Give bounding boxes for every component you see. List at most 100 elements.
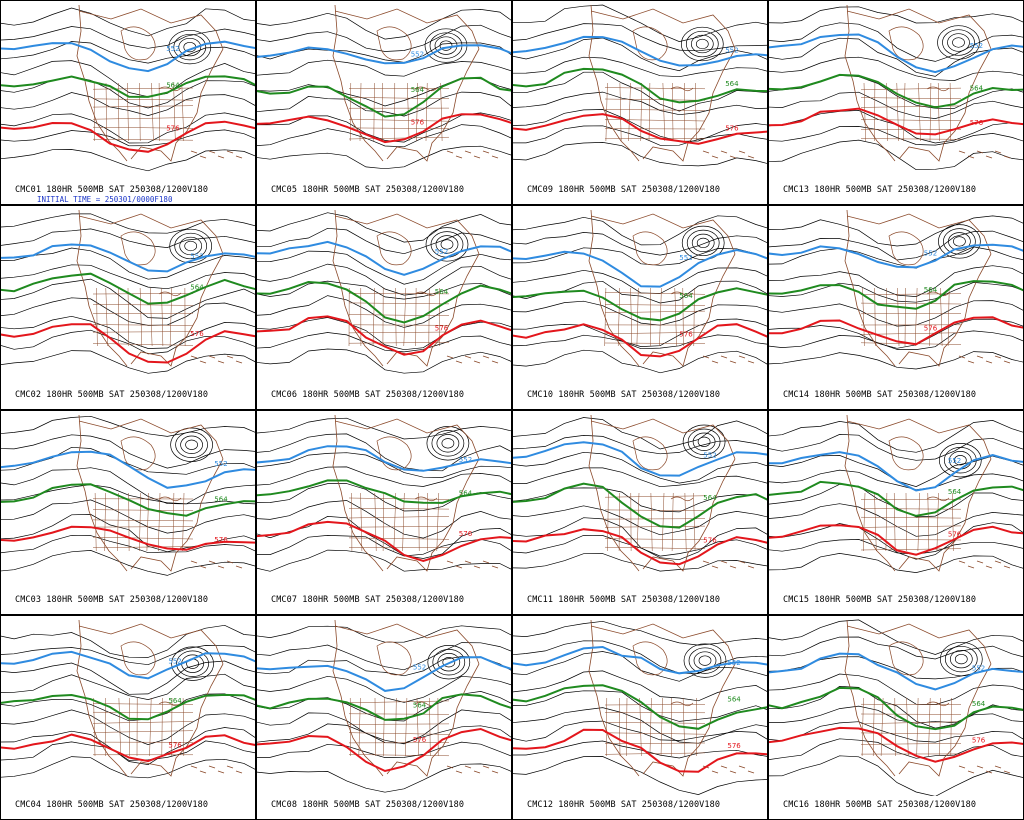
- height-contour-map: 552 564 576: [769, 414, 1023, 573]
- contour-552-label: 552: [435, 248, 448, 256]
- contour-576-line: [513, 113, 767, 145]
- contour-564-label: 564: [725, 80, 739, 88]
- contour-552-label: 552: [168, 658, 181, 666]
- contour-564-line: [1, 272, 255, 305]
- contour-564-line: [513, 287, 767, 322]
- height-contour-map: 552 564 576: [1, 4, 255, 172]
- contour-552-line: [513, 35, 767, 67]
- contour-576-line: [257, 113, 511, 144]
- contour-552-label: 552: [972, 665, 985, 673]
- contour-564-line: [1, 693, 255, 721]
- contour-564-line: [769, 73, 1023, 109]
- panel-caption: CMC09 180HR 500MB SAT 250308/1200V180: [527, 185, 721, 195]
- ensemble-member-panel: 552 564 576 CMC16 180HR 500MB SAT 250308/12…: [768, 615, 1024, 820]
- contour-552-label: 552: [214, 460, 227, 468]
- contour-576-line: [513, 528, 767, 566]
- ensemble-member-panel: 552 564 576 CMC07 180HR 500MB SAT 250308/12…: [256, 410, 512, 615]
- panel-caption: CMC02 180HR 500MB SAT 250308/1200V180: [15, 390, 209, 400]
- initial-time-label: INITIAL TIME = 250301/0000F180: [37, 195, 173, 204]
- contour-552-label: 552: [413, 663, 426, 671]
- contour-552-line: [513, 441, 767, 477]
- contour-564-line: [257, 479, 511, 504]
- ensemble-member-panel: 552 564 576 CMC04 180HR 500MB SAT 250308/12…: [0, 615, 256, 820]
- contour-576-label: 576: [727, 742, 741, 750]
- contour-576-label: 576: [168, 742, 182, 750]
- contour-552-label: 552: [166, 45, 179, 53]
- height-contour-map: 552 564 576: [513, 209, 767, 374]
- ensemble-member-panel: 552 564 576 CMC09 180HR 500MB SAT 250308/12…: [512, 0, 768, 205]
- contour-576-label: 576: [970, 119, 984, 127]
- height-contour-map: 552 564 576: [1, 209, 255, 374]
- height-contours: [769, 6, 1023, 171]
- height-contours: [1, 213, 255, 374]
- ensemble-member-panel: 552 564 576 CMC08 180HR 500MB SAT 250308/12…: [256, 615, 512, 820]
- contour-552-line: [1, 450, 255, 489]
- contour-576-line: [769, 107, 1023, 136]
- contour-552-line: [513, 645, 767, 675]
- contour-552-line: [513, 248, 767, 288]
- panel-caption: CMC06 180HR 500MB SAT 250308/1200V180: [271, 390, 465, 400]
- height-contours: [769, 420, 1023, 573]
- contour-564-line: [257, 280, 511, 324]
- contour-576-line: [769, 316, 1023, 346]
- panel-caption: CMC14 180HR 500MB SAT 250308/1200V180: [783, 390, 977, 400]
- height-contour-map: 552 564 576: [769, 4, 1023, 171]
- contour-552-label: 552: [703, 451, 716, 459]
- panel-caption: CMC12 180HR 500MB SAT 250308/1200V180: [527, 800, 721, 810]
- height-contour-map: 552 564 576: [257, 4, 511, 170]
- contour-576-line: [769, 726, 1023, 763]
- contour-576-line: [513, 728, 767, 773]
- contour-564-label: 564: [411, 86, 425, 94]
- height-contour-map: 552 564 576: [769, 209, 1023, 370]
- panel-caption: CMC03 180HR 500MB SAT 250308/1200V180: [15, 595, 209, 605]
- contour-552-label: 552: [411, 51, 424, 59]
- height-contour-map: 552 564 576: [513, 414, 767, 572]
- contour-576-line: [257, 315, 511, 356]
- contour-564-label: 564: [972, 700, 986, 708]
- contour-576-label: 576: [413, 736, 427, 744]
- contour-564-label: 564: [413, 702, 427, 710]
- height-contour-map: 552 564 576: [257, 414, 511, 572]
- contour-564-line: [769, 686, 1023, 731]
- contour-564-label: 564: [166, 82, 180, 90]
- ensemble-member-panel: 552 564 576 CMC11 180HR 500MB SAT 250308/12…: [512, 410, 768, 615]
- ensemble-member-panel: 552 564 576 CMC06 180HR 500MB SAT 250308/12…: [256, 205, 512, 410]
- contour-564-line: [257, 76, 511, 118]
- contour-564-label: 564: [168, 697, 182, 705]
- contour-564-label: 564: [924, 286, 938, 294]
- height-contours: [257, 417, 511, 572]
- contour-576-label: 576: [459, 530, 473, 538]
- contour-576-label: 576: [948, 531, 962, 539]
- contour-564-line: [513, 67, 767, 104]
- contour-576-label: 576: [679, 331, 693, 339]
- panel-caption: CMC05 180HR 500MB SAT 250308/1200V180: [271, 185, 465, 195]
- contour-576-label: 576: [972, 736, 986, 744]
- contour-564-label: 564: [459, 490, 473, 498]
- contour-552-label: 552: [727, 659, 740, 667]
- contour-564-line: [1, 75, 255, 98]
- height-contours: [1, 7, 255, 172]
- height-contour-map: 552 564 576: [513, 4, 767, 167]
- contour-552-line: [769, 243, 1023, 269]
- contour-552-label: 552: [459, 456, 472, 464]
- ensemble-member-panel: 552 564 576 CMC13 180HR 500MB SAT 250308/12…: [768, 0, 1024, 205]
- contour-564-line: [1, 483, 255, 517]
- ensemble-member-panel: 552 564 576 CMC10 180HR 500MB SAT 250308/12…: [512, 205, 768, 410]
- contour-564-line: [769, 480, 1023, 517]
- ensemble-member-panel: 552 564 576 CMC12 180HR 500MB SAT 250308/12…: [512, 615, 768, 820]
- contour-552-line: [257, 445, 511, 472]
- contour-564-label: 564: [435, 288, 449, 296]
- contour-552-label: 552: [924, 250, 937, 258]
- contour-576-line: [1, 733, 255, 763]
- panel-caption: CMC04 180HR 500MB SAT 250308/1200V180: [15, 800, 209, 810]
- contour-552-line: [1, 40, 255, 73]
- contour-564-label: 564: [214, 495, 228, 503]
- contour-576-label: 576: [435, 324, 449, 332]
- contour-564-label: 564: [679, 292, 693, 300]
- height-contours: [1, 624, 255, 779]
- height-contours: [257, 9, 511, 170]
- ensemble-member-panel: 552 564 576 CMC01 180HR 500MB SAT 250308/12…: [0, 0, 256, 205]
- height-contour-map: 552 564 576: [769, 619, 1023, 796]
- contour-564-label: 564: [727, 696, 741, 704]
- ensemble-member-panel: 552 564 576 CMC02 180HR 500MB SAT 250308/12…: [0, 205, 256, 410]
